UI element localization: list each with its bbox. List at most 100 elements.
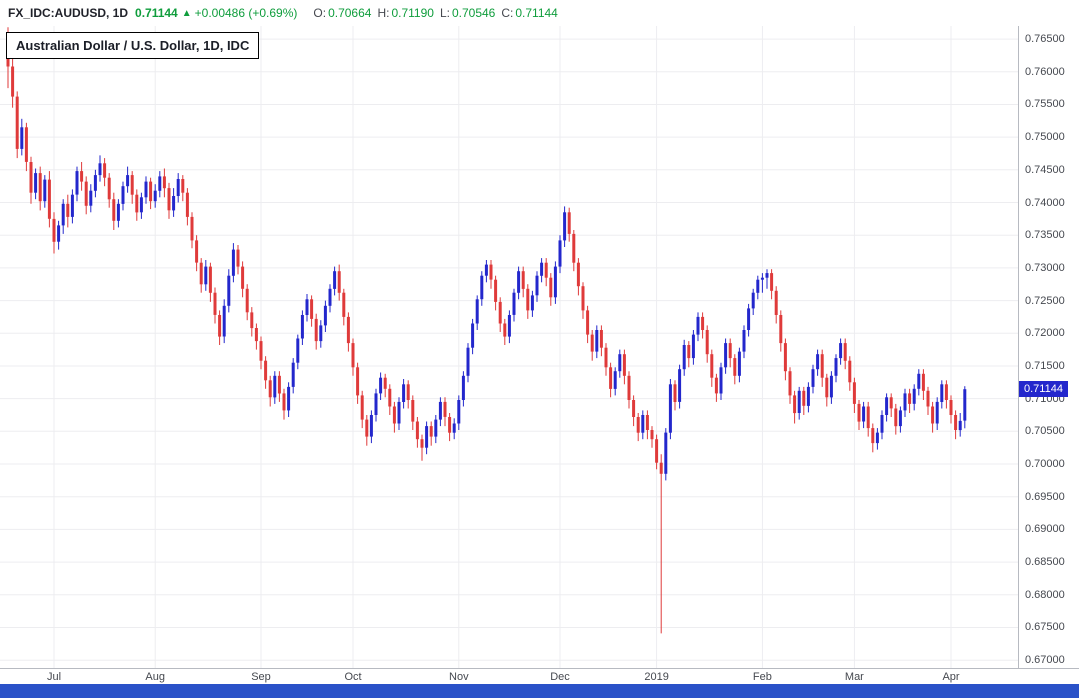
candle [572, 230, 576, 272]
candle [857, 400, 861, 430]
candle [199, 258, 203, 293]
candle [627, 371, 631, 409]
candle [415, 417, 419, 448]
chart-plot-area[interactable]: Australian Dollar / U.S. Dollar, 1D, IDC [0, 26, 1018, 668]
candle [535, 271, 539, 302]
candle [641, 410, 645, 440]
candle [724, 338, 728, 374]
candle [420, 434, 424, 461]
month-label: 2019 [644, 671, 669, 683]
candle [609, 362, 613, 398]
candle [172, 188, 176, 217]
month-label: Jul [46, 671, 62, 683]
candle [360, 390, 364, 429]
candle [319, 320, 323, 348]
candle [866, 401, 870, 437]
candle [636, 413, 640, 442]
time-axis[interactable]: Jul Aug Sep Oct Nov Dec 2019 Feb Mar Apr [0, 668, 1079, 684]
price-tick-label: 0.76500 [1025, 33, 1065, 46]
candle [333, 266, 337, 296]
candle [779, 310, 783, 352]
candle [130, 171, 134, 204]
candle [503, 318, 507, 345]
candle [820, 349, 824, 387]
candle [701, 312, 705, 339]
price-tick-label: 0.75000 [1025, 131, 1065, 144]
candle [282, 388, 286, 420]
candle [802, 386, 806, 415]
candle [645, 410, 649, 440]
candle [434, 415, 438, 444]
open-value: 0.70664 [328, 6, 372, 20]
candle [484, 260, 488, 283]
candle [356, 362, 360, 404]
candle [811, 364, 815, 394]
candle [323, 300, 327, 332]
candle [908, 388, 912, 413]
candle [774, 286, 778, 324]
candle [443, 397, 447, 427]
candle [862, 401, 866, 429]
candle [655, 434, 659, 470]
candle [664, 428, 668, 481]
candle [457, 395, 461, 430]
candle [719, 362, 723, 400]
candle [61, 199, 65, 234]
up-arrow-icon: ▲ [181, 7, 192, 19]
candle [241, 261, 245, 298]
candle [208, 262, 212, 302]
candle [742, 325, 746, 359]
price-tick-label: 0.71500 [1025, 359, 1065, 372]
price-tick-label: 0.76000 [1025, 65, 1065, 78]
candle [889, 393, 893, 417]
candle [222, 299, 226, 344]
candle [273, 371, 277, 404]
candle [397, 397, 401, 430]
candle [940, 380, 944, 409]
candle [121, 181, 125, 211]
candle [526, 284, 530, 319]
price-axis[interactable]: 0.76500 0.76000 0.75500 0.75000 0.74500 0.740… [1018, 26, 1079, 668]
month-label: Nov [449, 671, 469, 683]
candle [29, 156, 33, 204]
candle [231, 243, 235, 283]
candle [112, 192, 116, 230]
candle [411, 395, 415, 430]
candle [871, 423, 875, 453]
candle [305, 294, 309, 322]
candle [494, 275, 498, 311]
candle [595, 325, 599, 359]
candle [825, 373, 829, 407]
candle [153, 184, 157, 208]
candle [632, 395, 636, 427]
candle [898, 406, 902, 433]
candlestick-chart[interactable] [0, 26, 1018, 668]
candle [84, 176, 88, 215]
candle [369, 410, 373, 444]
price-tick-label: 0.70500 [1025, 425, 1065, 438]
candle [167, 182, 171, 219]
candle [650, 426, 654, 448]
candle [507, 310, 511, 344]
candle [760, 273, 764, 293]
price-tick-label: 0.69000 [1025, 523, 1065, 536]
candle [544, 258, 548, 287]
price-tick-label: 0.69500 [1025, 490, 1065, 503]
month-label: Aug [145, 671, 165, 683]
candle [126, 166, 130, 193]
month-label: Dec [550, 671, 570, 683]
candle [553, 261, 557, 304]
price-tick-label: 0.75500 [1025, 98, 1065, 111]
candle [43, 175, 47, 208]
price-tick-label: 0.72000 [1025, 327, 1065, 340]
candle [963, 386, 967, 429]
change-value: +0.00486 (+0.69%) [194, 6, 298, 20]
last-price-value: 0.71144 [135, 6, 178, 20]
price-tick-label: 0.73500 [1025, 229, 1065, 242]
candle [806, 382, 810, 413]
candle [935, 397, 939, 430]
candle [875, 428, 879, 450]
candle [268, 375, 272, 407]
candle [829, 371, 833, 404]
candle [733, 354, 737, 385]
